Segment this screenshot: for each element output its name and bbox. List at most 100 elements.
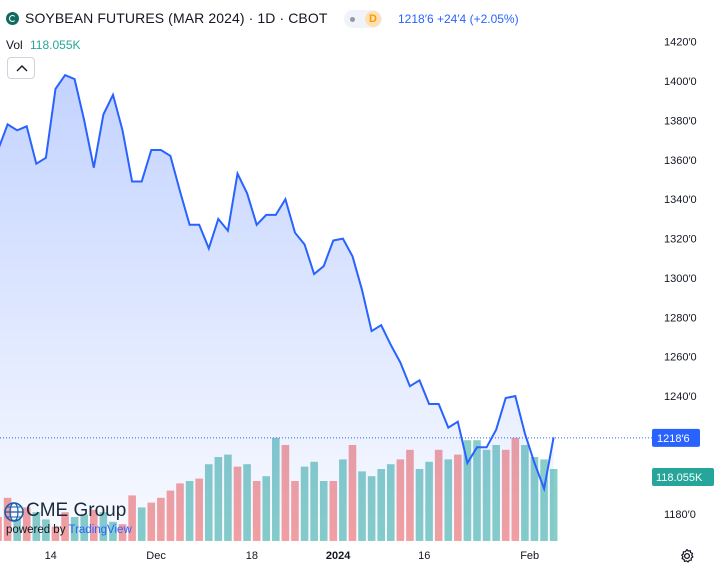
price-point	[360, 288, 364, 292]
x-tick-label: Feb	[520, 550, 539, 562]
price-point	[437, 402, 441, 406]
collapse-legend-button[interactable]	[7, 57, 35, 79]
market-status-pill[interactable]: D	[344, 10, 382, 28]
price-point	[370, 329, 374, 333]
y-tick-label: 1280′0	[664, 312, 697, 324]
volume-bar	[549, 469, 558, 541]
price-point	[350, 254, 354, 258]
cme-tradingview-logo[interactable]: CME Group powered by TradingView	[4, 500, 154, 540]
price-point	[312, 272, 316, 276]
x-tick-label: Dec	[146, 550, 166, 562]
chart-header: SOYBEAN FUTURES (MAR 2024) · 1D · CBOT D…	[0, 8, 600, 30]
price-point	[418, 378, 422, 382]
powered-by-text: powered by TradingView	[6, 524, 132, 536]
y-tick-label: 1360′0	[664, 155, 697, 167]
price-point	[216, 217, 220, 221]
y-tick-label: 1420′0	[664, 37, 697, 49]
price-point	[485, 445, 489, 449]
x-tick-label: 16	[418, 550, 430, 562]
price-point	[513, 394, 517, 398]
y-tick-label: 1340′0	[664, 194, 697, 206]
y-tick-label: 1300′0	[664, 273, 697, 285]
tradingview-link[interactable]: TradingView	[68, 524, 132, 536]
y-tick-label: 1400′0	[664, 76, 697, 88]
price-point	[92, 166, 96, 170]
price-line	[0, 73, 555, 493]
symbol-title[interactable]: SOYBEAN FUTURES (MAR 2024) · 1D · CBOT	[25, 10, 328, 26]
price-point	[427, 402, 431, 406]
last-volume-tag	[652, 468, 714, 486]
y-tick-label: 1240′0	[664, 391, 697, 403]
last-price-tag	[652, 428, 700, 447]
volume-label: Vol	[6, 38, 23, 52]
price-point	[341, 237, 345, 241]
price-point	[532, 461, 536, 465]
price-point	[379, 323, 383, 327]
price-point	[465, 461, 469, 465]
last-price-tag-label: 1218′6	[657, 433, 690, 445]
price-area-fill	[0, 75, 554, 540]
price-point	[73, 77, 77, 81]
x-tick-label: 18	[246, 550, 258, 562]
last-volume-tag-label: 118.055K	[656, 472, 703, 484]
y-tick-label: 1320′0	[664, 234, 697, 246]
cme-globe-icon	[4, 502, 24, 522]
price-point	[130, 179, 134, 183]
price-point	[101, 113, 105, 117]
chevron-up-icon	[16, 65, 28, 72]
price-point	[264, 213, 268, 217]
price-point	[236, 172, 240, 176]
x-tick-label: 14	[45, 550, 57, 562]
price-point	[178, 189, 182, 193]
price-point	[197, 223, 201, 227]
price-point	[475, 445, 479, 449]
volume-value: 118.055K	[30, 38, 81, 52]
price-point	[504, 396, 508, 400]
price-point	[159, 148, 163, 152]
price-point	[121, 128, 125, 132]
price-point	[293, 231, 297, 235]
price-point	[207, 246, 211, 250]
symbol-logo-icon[interactable]	[6, 12, 19, 25]
price-point	[398, 361, 402, 365]
price-point	[552, 435, 556, 439]
price-point	[149, 148, 153, 152]
price-point	[245, 191, 249, 195]
price-point	[226, 229, 230, 233]
price-point	[283, 197, 287, 201]
price-point	[542, 487, 546, 491]
price-point	[53, 87, 57, 91]
y-tick-label: 1260′0	[664, 352, 697, 364]
price-point	[25, 124, 29, 128]
market-closed-dot-icon	[350, 17, 355, 22]
x-tick-label: 2024	[326, 550, 351, 562]
delayed-data-badge[interactable]: D	[365, 11, 381, 27]
price-point	[63, 73, 67, 77]
price-point	[408, 384, 412, 388]
price-point	[446, 426, 450, 430]
price-point	[82, 118, 86, 122]
price-point	[140, 179, 144, 183]
price-point	[188, 223, 192, 227]
price-point	[255, 223, 259, 227]
price-point	[331, 239, 335, 243]
price-point	[15, 128, 19, 132]
gear-icon[interactable]	[679, 548, 695, 564]
price-point	[274, 213, 278, 217]
price-point	[34, 162, 38, 166]
y-tick-label: 1180′0	[664, 509, 696, 521]
price-point	[44, 156, 48, 160]
price-point	[168, 154, 172, 158]
cme-group-wordmark: CME Group	[26, 500, 127, 521]
y-tick-label: 1380′0	[664, 115, 697, 127]
price-point	[322, 264, 326, 268]
price-point	[6, 122, 10, 126]
powered-by-label: powered by	[6, 524, 66, 536]
price-change-readout: 1218′6 +24′4 (+2.05%)	[398, 12, 519, 26]
price-point	[456, 420, 460, 424]
price-point	[389, 343, 393, 347]
price-point	[494, 428, 498, 432]
price-point	[303, 242, 307, 246]
price-point	[111, 93, 115, 97]
